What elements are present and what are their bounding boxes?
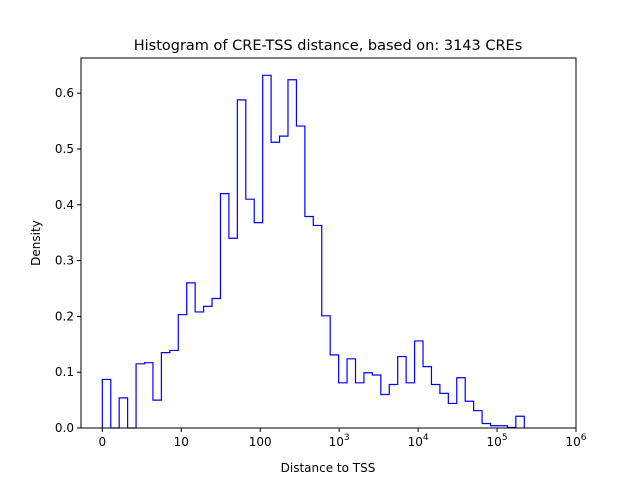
x-tick-label: 103 xyxy=(329,433,350,449)
histogram-bin xyxy=(246,199,254,428)
histogram-bin xyxy=(305,216,313,428)
histogram-bin xyxy=(102,379,110,428)
histogram-bin xyxy=(474,411,482,428)
histogram-bin xyxy=(339,383,347,428)
y-tick-label: 0.1 xyxy=(55,365,74,379)
histogram-bin xyxy=(280,136,288,428)
histogram-bin xyxy=(330,355,338,428)
histogram-bin xyxy=(254,223,262,428)
histogram-bin xyxy=(313,225,321,428)
histogram-bin xyxy=(145,363,153,428)
histogram-bin xyxy=(448,403,456,428)
histogram-bin xyxy=(482,424,490,428)
histogram-bin xyxy=(381,395,389,428)
histogram-bin xyxy=(204,306,212,428)
histogram-bin xyxy=(136,364,144,428)
x-axis-label: Distance to TSS xyxy=(281,461,376,475)
x-tick-label: 0 xyxy=(98,435,106,449)
chart-title: Histogram of CRE-TSS distance, based on:… xyxy=(134,38,523,54)
histogram-bin xyxy=(212,299,220,428)
y-tick-label: 0.6 xyxy=(55,86,74,100)
y-tick-label: 0.0 xyxy=(55,421,74,435)
y-axis-label: Density xyxy=(29,220,43,266)
histogram-bin xyxy=(153,400,161,428)
histogram-bin xyxy=(356,383,364,428)
histogram-bin xyxy=(347,359,355,428)
histogram-step-line xyxy=(101,74,525,429)
histogram-bin xyxy=(220,194,228,428)
histogram-bin xyxy=(406,383,414,428)
histogram-bin xyxy=(398,357,406,428)
histogram-bin xyxy=(389,384,397,428)
histogram-bin xyxy=(372,375,380,428)
histogram-bin xyxy=(322,316,330,428)
x-tick-label: 10 xyxy=(174,435,189,449)
histogram-bin xyxy=(263,75,271,428)
x-tick-label: 106 xyxy=(565,433,586,449)
histogram-bin xyxy=(415,341,423,428)
histogram-bin xyxy=(161,353,169,428)
histogram-bin xyxy=(364,373,372,428)
histogram-bin xyxy=(187,283,195,428)
histogram-bin xyxy=(178,315,186,428)
histogram-bin xyxy=(119,398,127,428)
y-tick-label: 0.4 xyxy=(55,198,74,212)
histogram-bin xyxy=(457,378,465,428)
y-tick-label: 0.3 xyxy=(55,254,74,268)
histogram-bin xyxy=(170,350,178,428)
y-tick-label: 0.5 xyxy=(55,142,74,156)
histogram-bin xyxy=(431,384,439,428)
y-tick-label: 0.2 xyxy=(55,309,74,323)
histogram-bin xyxy=(465,401,473,428)
plot-frame xyxy=(80,57,577,429)
histogram-bin xyxy=(237,100,245,428)
histogram-bin xyxy=(271,142,279,428)
x-tick-label: 104 xyxy=(408,433,429,449)
histogram-bin xyxy=(423,367,431,428)
histogram-bin xyxy=(516,416,524,428)
histogram-bin xyxy=(296,126,304,428)
x-tick-label: 100 xyxy=(249,435,272,449)
histogram-bin xyxy=(195,312,203,428)
histogram-bin xyxy=(229,238,237,428)
histogram-bin xyxy=(288,80,296,428)
histogram-bin xyxy=(440,393,448,428)
x-tick-label: 105 xyxy=(487,433,508,449)
